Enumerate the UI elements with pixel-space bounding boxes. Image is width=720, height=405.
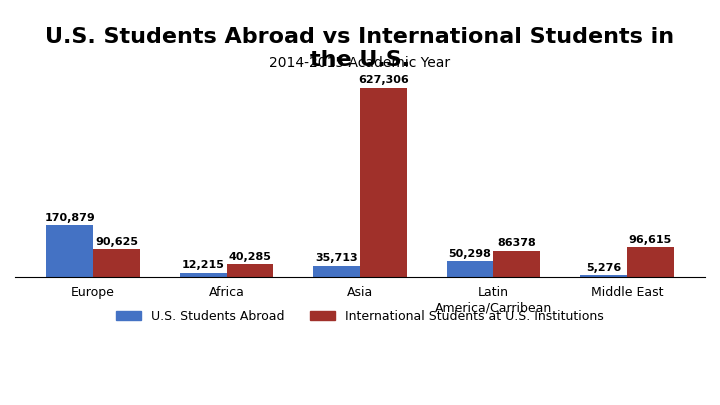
Legend: U.S. Students Abroad, International Students at U.S. Institutions: U.S. Students Abroad, International Stud…	[112, 305, 608, 328]
Bar	[46, 225, 93, 277]
Bar	[493, 251, 540, 277]
Bar	[227, 264, 274, 277]
Bar	[360, 88, 407, 277]
Bar	[313, 266, 360, 277]
Text: 96,615: 96,615	[629, 235, 672, 245]
Text: 90,625: 90,625	[95, 237, 138, 247]
Title: U.S. Students Abroad vs International Students in
the U.S.: U.S. Students Abroad vs International St…	[45, 27, 675, 70]
Text: 627,306: 627,306	[358, 75, 409, 85]
Bar	[627, 247, 674, 277]
Text: 12,215: 12,215	[181, 260, 225, 271]
Bar	[93, 249, 140, 277]
Bar	[180, 273, 227, 277]
Bar	[580, 275, 627, 277]
Text: 5,276: 5,276	[586, 262, 621, 273]
Bar	[446, 261, 493, 277]
Text: 35,713: 35,713	[315, 254, 358, 263]
Text: 50,298: 50,298	[449, 249, 492, 259]
Text: 2014-2015 Academic Year: 2014-2015 Academic Year	[269, 56, 451, 70]
Text: 170,879: 170,879	[45, 213, 95, 223]
Text: 86378: 86378	[498, 238, 536, 248]
Text: 40,285: 40,285	[228, 252, 271, 262]
